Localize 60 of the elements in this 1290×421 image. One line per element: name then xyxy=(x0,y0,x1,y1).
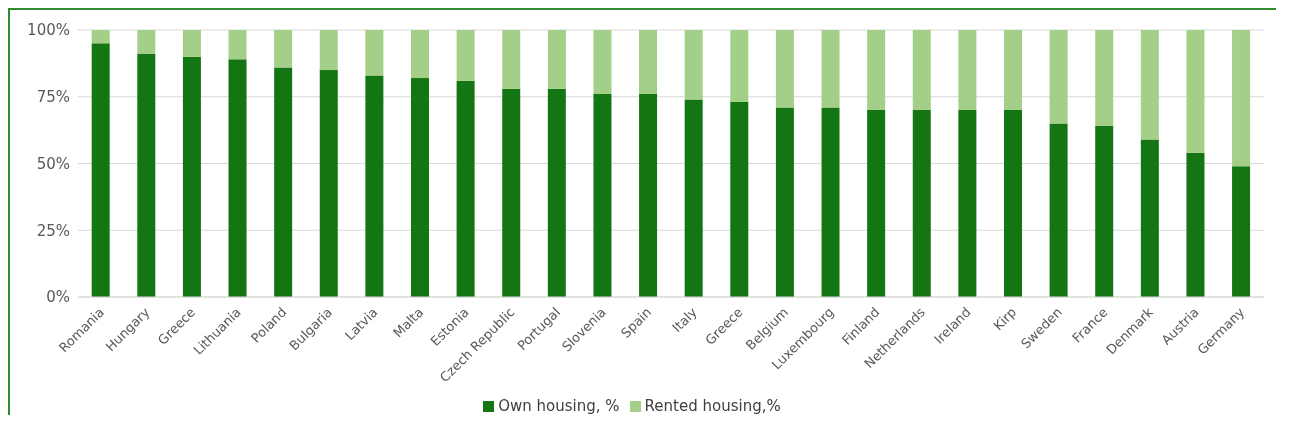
bar xyxy=(547,88,566,297)
bar xyxy=(182,30,201,57)
bar xyxy=(182,56,201,297)
bar xyxy=(593,94,612,297)
bar xyxy=(1232,30,1251,167)
bar xyxy=(1140,30,1159,140)
bar xyxy=(91,43,110,297)
bar xyxy=(730,30,749,103)
bar xyxy=(1049,123,1068,297)
bar xyxy=(775,107,794,297)
bar xyxy=(867,30,886,111)
bar xyxy=(365,75,384,297)
bar xyxy=(91,30,110,44)
bar xyxy=(821,30,840,108)
y-tick-label: 75% xyxy=(36,88,70,107)
bar xyxy=(1003,110,1022,297)
bar xyxy=(456,80,475,297)
x-tick-label: Kirp xyxy=(990,304,1020,334)
bar xyxy=(1003,30,1022,111)
bar xyxy=(228,59,247,297)
bar xyxy=(639,30,658,95)
bar xyxy=(410,78,429,297)
y-tick-label: 0% xyxy=(46,288,70,307)
bar xyxy=(821,107,840,297)
bar xyxy=(319,70,338,297)
bar xyxy=(684,30,703,100)
bar xyxy=(1186,30,1205,153)
bar xyxy=(137,54,156,297)
bar xyxy=(410,30,429,79)
bar xyxy=(547,30,566,89)
y-tick-label: 25% xyxy=(36,221,70,240)
y-tick-label: 50% xyxy=(36,154,70,173)
bar xyxy=(456,30,475,81)
bar xyxy=(593,30,612,95)
bar xyxy=(502,88,521,297)
bar xyxy=(912,30,931,111)
bar xyxy=(137,30,156,55)
bar xyxy=(274,67,293,297)
bar xyxy=(958,110,977,297)
bar xyxy=(1232,166,1251,297)
bar xyxy=(228,30,247,60)
bar xyxy=(502,30,521,89)
bar xyxy=(775,30,794,108)
bar xyxy=(319,30,338,71)
bar xyxy=(639,94,658,297)
legend-label: Rented housing,% xyxy=(644,397,781,415)
bar xyxy=(912,110,931,297)
bar xyxy=(958,30,977,111)
legend-label: Own housing, % xyxy=(498,397,620,415)
bar xyxy=(867,110,886,297)
bar xyxy=(684,99,703,297)
bar xyxy=(1140,139,1159,297)
bar xyxy=(1186,152,1205,297)
bar xyxy=(365,30,384,76)
bar xyxy=(1049,30,1068,124)
bar xyxy=(274,30,293,68)
bar xyxy=(1095,126,1114,297)
bar xyxy=(1095,30,1114,127)
y-tick-label: 100% xyxy=(27,21,70,40)
bar xyxy=(730,102,749,297)
